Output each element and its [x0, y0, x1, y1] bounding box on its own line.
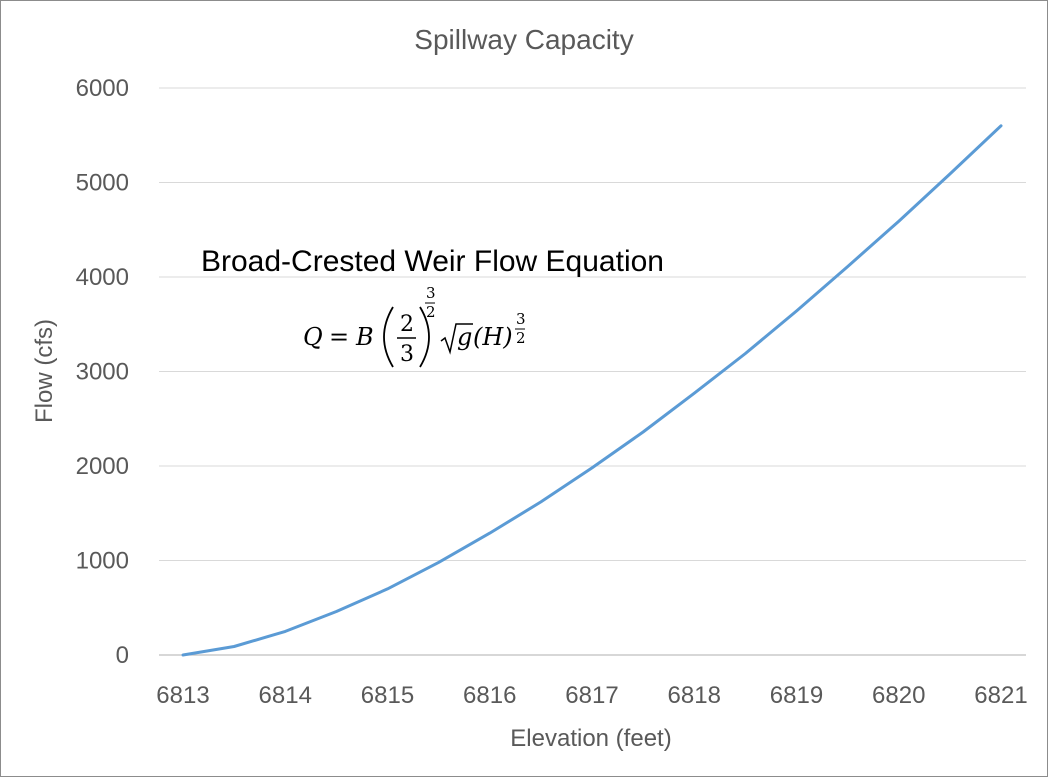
y-tick-label: 4000 [76, 264, 129, 291]
equation-h: (H) [473, 323, 513, 351]
equation-frac-den: 3 [400, 342, 414, 367]
annotation-title: Broad-Crested Weir Flow Equation [201, 245, 664, 278]
equation-b: B [355, 323, 374, 351]
equation-exp-num: 3 [426, 284, 436, 302]
x-tick-label: 6815 [361, 682, 414, 709]
x-tick-label: 6821 [974, 682, 1027, 709]
chart-title: Spillway Capacity [414, 24, 633, 55]
y-tick-label: 1000 [76, 548, 129, 575]
y-tick-labels: 0 1000 2000 3000 4000 5000 6000 [76, 75, 129, 669]
series-line [181, 124, 1003, 657]
x-tick-label: 6818 [668, 682, 721, 709]
x-tick-label: 6817 [565, 682, 618, 709]
x-tick-label: 6813 [156, 682, 209, 709]
y-tick-label: 2000 [76, 453, 129, 480]
x-tick-label: 6820 [872, 682, 925, 709]
equation-q: Q [303, 323, 323, 351]
x-axis-label: Elevation (feet) [510, 725, 671, 752]
y-tick-label: 0 [116, 642, 129, 669]
equation-g: g [457, 323, 472, 351]
grid-lines [159, 87, 1026, 561]
equation-sqrt [440, 323, 473, 355]
equation-equals: = [329, 323, 349, 351]
equation-exp2-den: 2 [516, 329, 526, 347]
equation-right-paren [419, 306, 430, 368]
equation-exp2-num: 3 [516, 310, 526, 328]
x-tick-label: 6814 [259, 682, 312, 709]
equation-frac-num: 2 [400, 312, 414, 337]
x-tick-label: 6816 [463, 682, 516, 709]
weir-equation: Q = B 2 3 3 2 g (H) 3 2 [303, 284, 526, 368]
y-tick-label: 3000 [76, 359, 129, 386]
y-tick-label: 6000 [76, 75, 129, 102]
x-tick-labels: 6813 6814 6815 6816 6817 6818 6819 6820 6821 [156, 682, 1027, 709]
equation-left-paren [383, 306, 394, 368]
x-tick-label: 6819 [770, 682, 823, 709]
y-axis-label: Flow (cfs) [31, 319, 58, 423]
y-tick-label: 5000 [76, 170, 129, 197]
equation-exp-den: 2 [426, 303, 436, 321]
